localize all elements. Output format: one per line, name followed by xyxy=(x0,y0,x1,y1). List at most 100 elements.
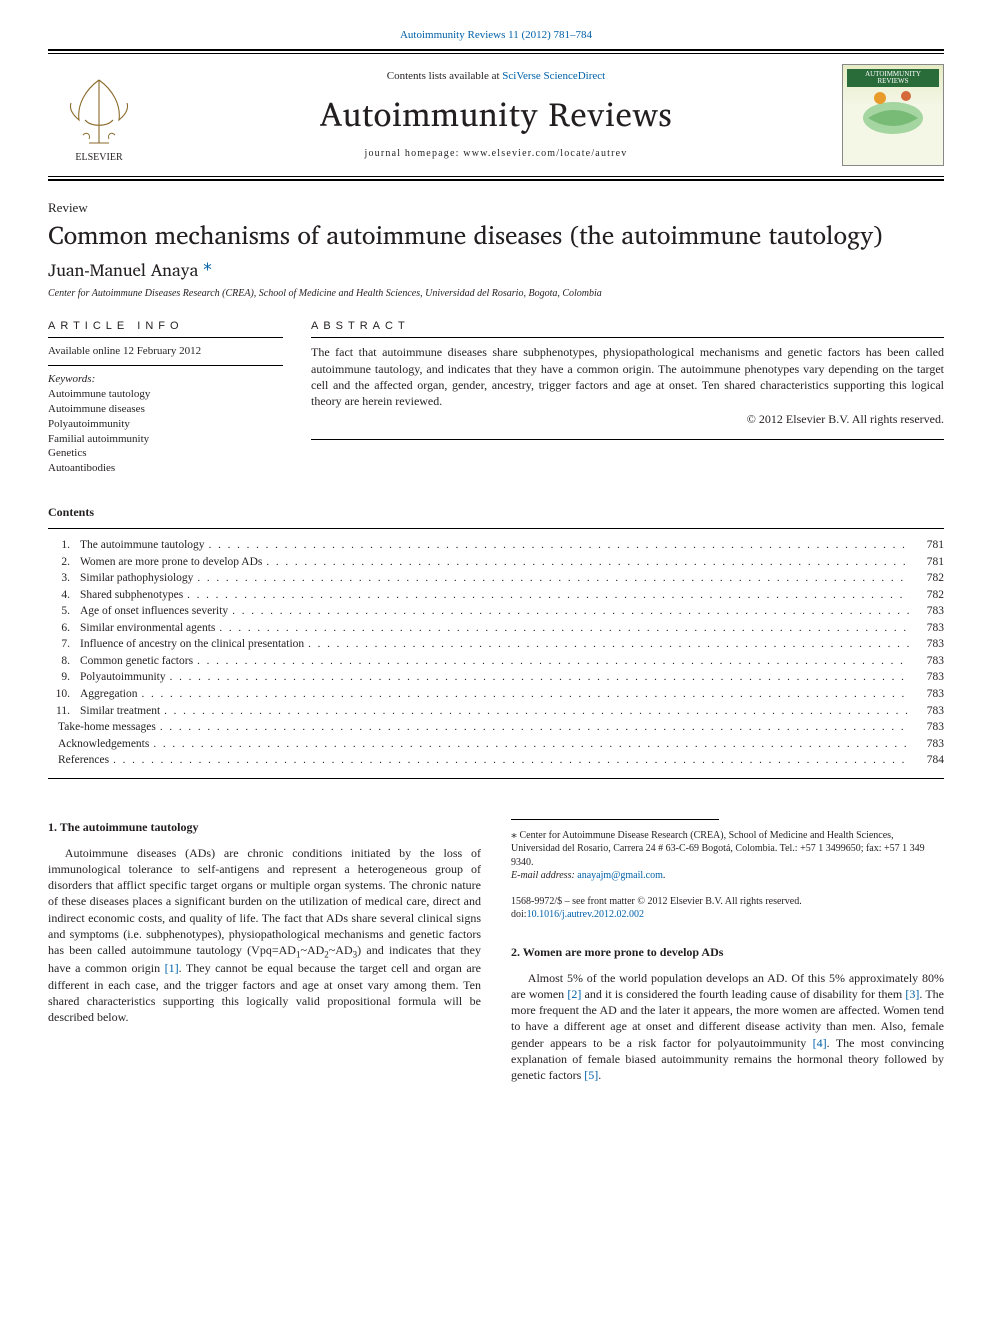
table-of-contents: 1.The autoimmune tautology 781 2.Women ar… xyxy=(48,528,944,778)
toc-row[interactable]: 9.Polyautoimmunity 783 xyxy=(48,670,944,686)
toc-row[interactable]: 10.Aggregation783 xyxy=(48,687,944,703)
contents-available-line: Contents lists available at SciVerse Sci… xyxy=(150,69,842,84)
toc-title: Shared subphenotypes xyxy=(80,588,183,604)
keywords-heading: Keywords: xyxy=(48,372,283,387)
toc-title: Take-home messages xyxy=(58,720,156,736)
toc-row[interactable]: 4.Shared subphenotypes782 xyxy=(48,588,944,604)
svg-text:ELSEVIER: ELSEVIER xyxy=(75,152,123,163)
toc-title: Acknowledgements xyxy=(58,737,149,753)
toc-number: 6. xyxy=(48,621,80,637)
toc-title: Aggregation xyxy=(80,687,137,703)
toc-row[interactable]: 11.Similar treatment 783 xyxy=(48,704,944,720)
affiliation: Center for Autoimmune Diseases Research … xyxy=(48,287,944,301)
toc-title: Influence of ancestry on the clinical pr… xyxy=(80,637,304,653)
toc-leader-dots xyxy=(193,654,910,669)
toc-leader-dots xyxy=(304,637,910,652)
cover-band: AUTOIMMUNITY REVIEWS xyxy=(847,69,939,87)
elsevier-tree-icon: ELSEVIER xyxy=(55,65,143,165)
keyword: Familial autoimmunity xyxy=(48,432,283,447)
author-line: Juan-Manuel Anaya ⁎ xyxy=(48,260,944,283)
doi-link[interactable]: 10.1016/j.autrev.2012.02.002 xyxy=(527,909,644,920)
toc-page: 781 xyxy=(910,538,944,554)
author-name[interactable]: Juan-Manuel Anaya xyxy=(48,257,198,284)
toc-leader-dots xyxy=(215,621,910,636)
sciencedirect-link[interactable]: SciVerse ScienceDirect xyxy=(502,70,605,82)
citation-link[interactable]: [2] xyxy=(567,987,581,1001)
toc-number: 3. xyxy=(48,571,80,587)
toc-page: 783 xyxy=(910,670,944,686)
body-paragraph: Autoimmune diseases (ADs) are chronic co… xyxy=(48,845,481,1025)
masthead: ELSEVIER Contents lists available at Sci… xyxy=(48,53,944,177)
toc-title: Common genetic factors xyxy=(80,654,193,670)
article-info-column: ARTICLE INFO Available online 12 Februar… xyxy=(48,319,283,477)
info-abstract-row: ARTICLE INFO Available online 12 Februar… xyxy=(48,319,944,477)
corresponding-author-mark-icon[interactable]: ⁎ xyxy=(203,250,212,277)
corresponding-footnote: ⁎ Center for Autoimmune Disease Research… xyxy=(511,826,944,870)
toc-number: 10. xyxy=(48,687,80,703)
author-email-link[interactable]: anayajm@gmail.com xyxy=(577,870,663,881)
toc-leader-dots xyxy=(166,670,910,685)
toc-row[interactable]: 1.The autoimmune tautology 781 xyxy=(48,538,944,554)
masthead-center: Contents lists available at SciVerse Sci… xyxy=(150,69,842,160)
toc-number: 8. xyxy=(48,654,80,670)
toc-page: 783 xyxy=(910,720,944,736)
toc-page: 784 xyxy=(910,753,944,769)
toc-title: Similar treatment xyxy=(80,704,160,720)
toc-row[interactable]: 3.Similar pathophysiology782 xyxy=(48,571,944,587)
toc-leader-dots xyxy=(156,720,910,735)
toc-leader-dots xyxy=(193,571,910,586)
toc-page: 783 xyxy=(910,604,944,620)
available-online-line: Available online 12 February 2012 xyxy=(48,344,283,366)
journal-ref-link[interactable]: Autoimmunity Reviews 11 (2012) 781–784 xyxy=(48,28,944,43)
toc-page: 782 xyxy=(910,588,944,604)
keyword: Autoimmune tautology xyxy=(48,387,283,402)
toc-row[interactable]: 7.Influence of ancestry on the clinical … xyxy=(48,637,944,653)
toc-leader-dots xyxy=(149,737,910,752)
issn-line: 1568-9972/$ – see front matter © 2012 El… xyxy=(511,895,944,909)
toc-title: Age of onset influences severity xyxy=(80,604,228,620)
cover-graphic-icon xyxy=(858,84,928,147)
toc-number: 7. xyxy=(48,637,80,653)
toc-row[interactable]: Acknowledgements 783 xyxy=(48,737,944,753)
abstract-heading: ABSTRACT xyxy=(311,319,944,339)
toc-page: 781 xyxy=(910,555,944,571)
toc-number: 2. xyxy=(48,555,80,571)
contents-heading: Contents xyxy=(48,504,944,520)
toc-row[interactable]: 2.Women are more prone to develop ADs781 xyxy=(48,555,944,571)
toc-number: 11. xyxy=(48,704,80,720)
spacer xyxy=(511,922,944,944)
toc-page: 783 xyxy=(910,704,944,720)
toc-row[interactable]: References 784 xyxy=(48,753,944,769)
toc-page: 783 xyxy=(910,637,944,653)
abstract-rule xyxy=(311,439,944,440)
toc-title: The autoimmune tautology xyxy=(80,538,205,554)
toc-title: Polyautoimmunity xyxy=(80,670,166,686)
citation-link[interactable]: [3] xyxy=(905,987,919,1001)
toc-leader-dots xyxy=(205,538,910,553)
toc-leader-dots xyxy=(262,555,910,570)
body-columns: 1. The autoimmune tautology Autoimmune d… xyxy=(48,819,944,1084)
abstract-text: The fact that autoimmune diseases share … xyxy=(311,344,944,409)
citation-link[interactable]: [4] xyxy=(813,1036,827,1050)
abstract-column: ABSTRACT The fact that autoimmune diseas… xyxy=(311,319,944,477)
keyword: Autoimmune diseases xyxy=(48,402,283,417)
toc-row[interactable]: 8.Common genetic factors783 xyxy=(48,654,944,670)
toc-page: 783 xyxy=(910,737,944,753)
toc-title: Similar pathophysiology xyxy=(80,571,193,587)
toc-row[interactable]: Take-home messages 783 xyxy=(48,720,944,736)
toc-leader-dots xyxy=(228,604,910,619)
toc-title: Similar environmental agents xyxy=(80,621,215,637)
toc-number: 1. xyxy=(48,538,80,554)
toc-title: References xyxy=(58,753,109,769)
article-info-heading: ARTICLE INFO xyxy=(48,319,283,339)
toc-number: 5. xyxy=(48,604,80,620)
citation-link[interactable]: [5] xyxy=(584,1068,598,1082)
citation-link[interactable]: [1] xyxy=(165,961,179,975)
toc-row[interactable]: 6.Similar environmental agents783 xyxy=(48,621,944,637)
footnote-rule xyxy=(511,819,719,820)
body-paragraph: Almost 5% of the world population develo… xyxy=(511,970,944,1083)
toc-row[interactable]: 5.Age of onset influences severity 783 xyxy=(48,604,944,620)
publisher-logo: ELSEVIER xyxy=(48,65,150,165)
toc-number: 9. xyxy=(48,670,80,686)
section-heading: 1. The autoimmune tautology xyxy=(48,819,481,835)
